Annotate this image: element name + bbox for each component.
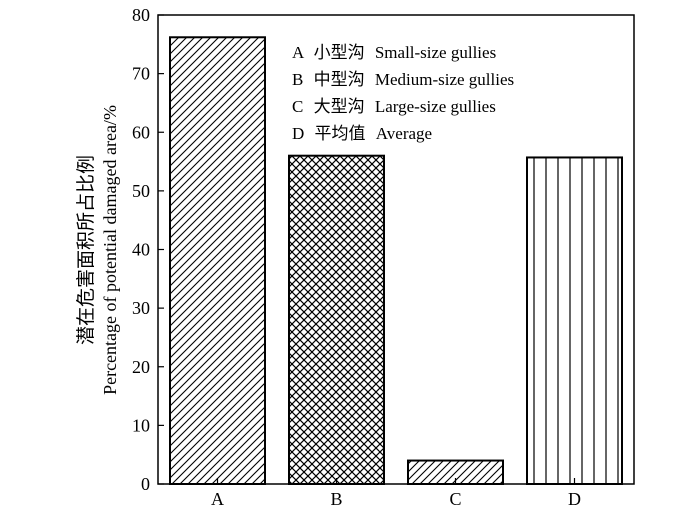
bar-b	[288, 154, 385, 485]
y-tick-label: 20	[132, 357, 150, 377]
y-tick-label: 30	[132, 298, 150, 318]
bars-group	[169, 36, 623, 486]
y-tick-label: 50	[132, 181, 150, 201]
x-tick-label: B	[330, 489, 342, 509]
legend-entry-d: D 平均值 Average	[292, 124, 432, 143]
y-axis: 0 10 20 30 40 50 60 70 80	[132, 5, 164, 494]
y-tick-label: 70	[132, 64, 150, 84]
x-tick-label: A	[211, 489, 224, 509]
x-axis: A B C D	[211, 478, 581, 509]
y-tick-label: 0	[141, 474, 150, 494]
y-tick-label: 60	[132, 122, 150, 142]
legend: A 小型沟 Small-size gullies B 中型沟 Medium-si…	[292, 43, 514, 143]
y-tick-label: 40	[132, 240, 150, 260]
bar-d	[526, 156, 623, 486]
y-tick-label: 80	[132, 5, 150, 25]
legend-entry-a: A 小型沟 Small-size gullies	[292, 43, 496, 62]
x-tick-label: D	[568, 489, 581, 509]
y-tick-label: 10	[132, 415, 150, 435]
x-tick-label: C	[449, 489, 461, 509]
legend-entry-b: B 中型沟 Medium-size gullies	[292, 70, 514, 89]
legend-entry-c: C 大型沟 Large-size gullies	[292, 97, 496, 116]
bar-a	[169, 36, 266, 486]
y-axis-label-en: Percentage of potential damaged area/%	[100, 105, 120, 395]
bar-c	[407, 459, 504, 485]
y-axis-label-cn: 潜在危害面积所占比例	[75, 155, 97, 345]
